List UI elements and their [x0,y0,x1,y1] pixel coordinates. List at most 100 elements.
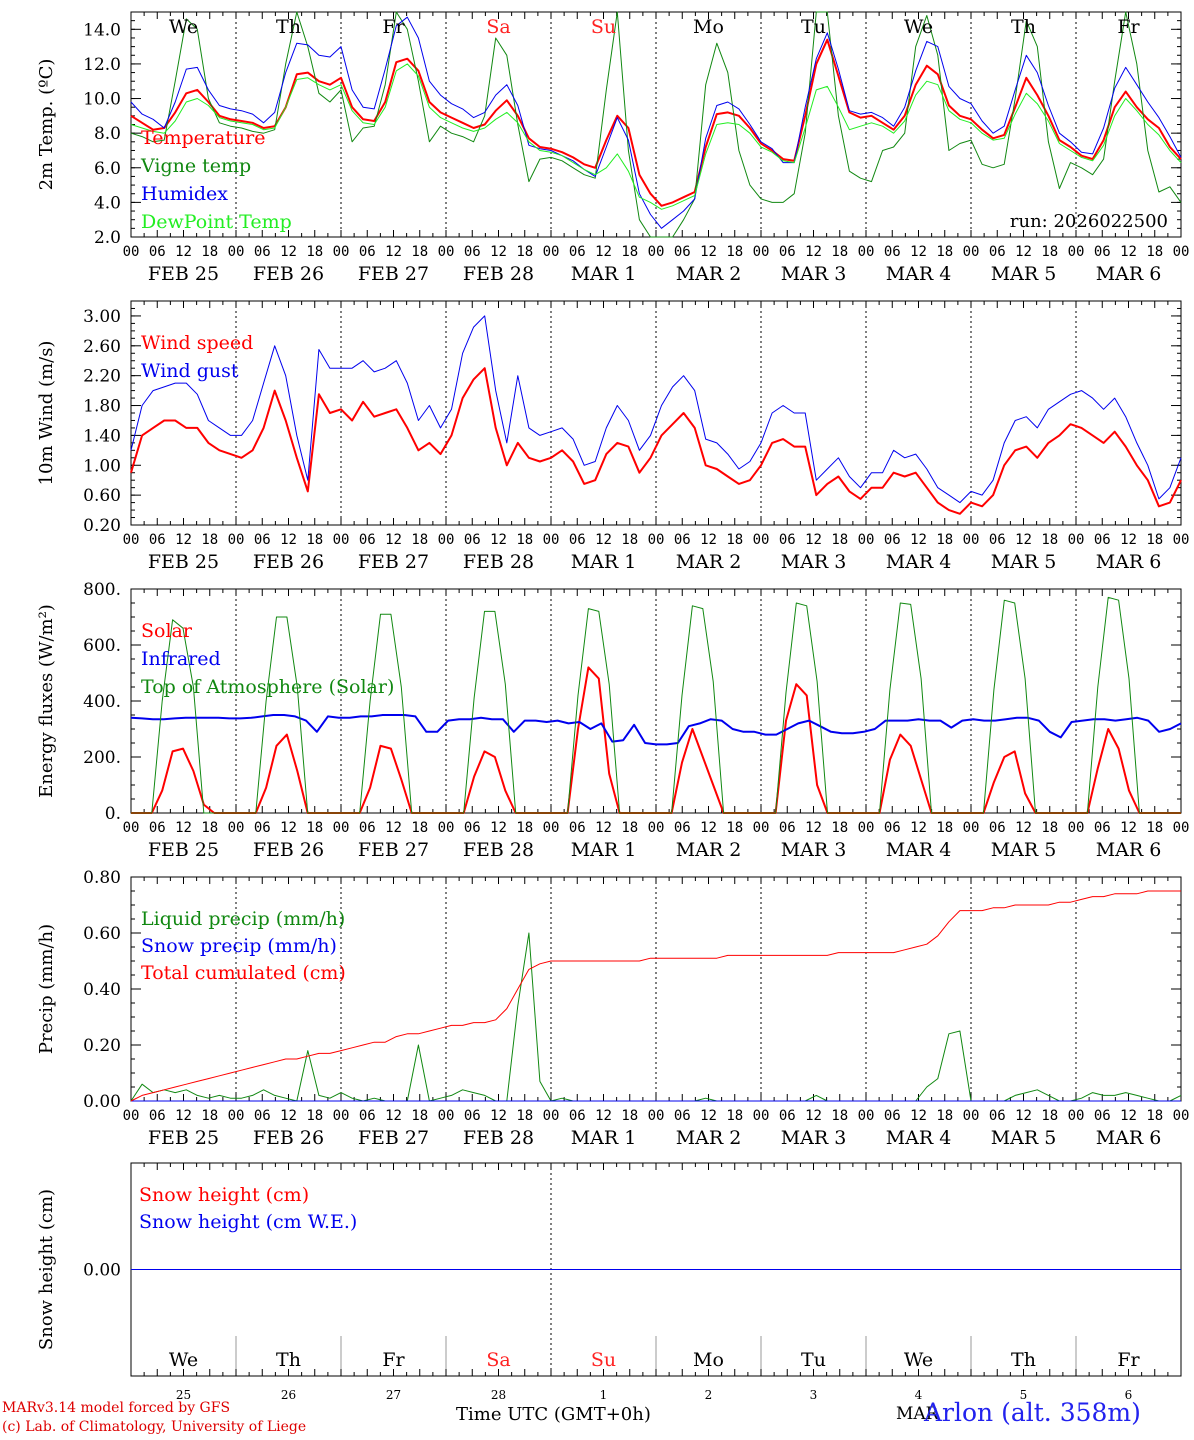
hour-label: 18 [936,244,953,260]
hour-label: 12 [595,244,612,260]
date-label: FEB 28 [463,263,534,285]
series-line-wind-speed [130,367,1182,515]
hour-label: 06 [569,244,586,260]
hour-label: 06 [989,820,1006,836]
hour-label: 00 [1173,244,1190,260]
hour-label: 06 [569,1108,586,1124]
series-line-wind-gust [130,315,1182,504]
hour-label: 06 [569,820,586,836]
hour-label: 12 [1120,244,1137,260]
weekday-label: We [169,16,198,38]
hour-label: 12 [910,532,927,548]
date-label: MAR 3 [781,263,847,285]
hour-label: 06 [464,244,481,260]
day-number-label: 2 [705,1388,713,1402]
y-tick-label: 6.0 [94,159,121,179]
hour-label: 00 [963,820,980,836]
hour-label: 06 [149,1108,166,1124]
hour-label: 18 [621,532,638,548]
hour-label: 06 [359,532,376,548]
y-axis-label: 2m Temp. (ºC) [36,59,57,191]
weekday-label: Sa [486,1349,510,1371]
date-label: MAR 6 [1096,551,1162,573]
hour-label: 00 [438,1108,455,1124]
panel-3: 0. 200. 400. 600. 800. Energy fluxes (W/m²) So… [36,580,1189,861]
hour-label: 12 [385,244,402,260]
y-tick-label: 14.0 [83,20,121,40]
hour-label: 18 [831,244,848,260]
hour-label: 00 [858,244,875,260]
hour-label: 12 [700,820,717,836]
hour-label: 00 [753,820,770,836]
hour-label: 00 [123,820,140,836]
hour-label: 00 [438,820,455,836]
hour-label: 00 [1068,1108,1085,1124]
hour-label: 06 [884,1108,901,1124]
hour-label: 06 [149,532,166,548]
date-label: MAR 1 [571,839,637,861]
hour-label: 12 [175,820,192,836]
y-tick-label: 0.40 [83,980,121,1000]
hour-label: 18 [726,1108,743,1124]
hour-label: 06 [1094,820,1111,836]
legend-entry: Solar [141,620,193,642]
hour-label: 00 [333,820,350,836]
hour-label: 12 [700,532,717,548]
hour-label: 00 [123,532,140,548]
hour-label: 00 [123,244,140,260]
hour-label: 18 [201,1108,218,1124]
hour-label: 12 [805,244,822,260]
date-label: MAR 5 [991,263,1057,285]
series-line-dewpoint-temp [130,63,1182,210]
hour-label: 06 [674,820,691,836]
hour-label: 06 [779,532,796,548]
hour-label: 06 [884,244,901,260]
hour-label: 12 [175,532,192,548]
hour-label: 00 [228,532,245,548]
hour-label: 06 [359,1108,376,1124]
date-label: MAR 5 [991,839,1057,861]
date-label: MAR 2 [676,839,742,861]
hour-label: 00 [438,532,455,548]
hour-label: 06 [989,244,1006,260]
hour-label: 06 [464,1108,481,1124]
y-tick-label: 200. [83,748,121,768]
date-label: FEB 27 [358,839,429,861]
hour-label: 18 [1146,1108,1163,1124]
weekday-label: Sa [486,16,510,38]
hour-label: 00 [858,1108,875,1124]
weekday-label: We [904,1349,933,1371]
y-tick-label: 0.20 [83,516,121,536]
hour-label: 18 [1041,1108,1058,1124]
hour-label: 18 [1146,244,1163,260]
hour-label: 00 [1068,532,1085,548]
hour-label: 12 [1120,532,1137,548]
hour-label: 18 [516,820,533,836]
y-tick-label: 0.60 [83,486,121,506]
legend-entry: Liquid precip (mm/h) [141,908,345,930]
hour-label: 18 [201,820,218,836]
hour-label: 06 [464,820,481,836]
date-label: MAR 5 [991,1127,1057,1149]
y-tick-label: 0.20 [83,1036,121,1056]
y-tick-label: 3.00 [83,307,121,327]
y-axis-label: Precip (mm/h) [36,924,57,1054]
date-label: FEB 25 [148,263,219,285]
hour-label: 12 [385,820,402,836]
date-label: FEB 25 [148,839,219,861]
hour-label: 18 [1041,244,1058,260]
date-label: FEB 26 [253,551,324,573]
weekday-label: Fr [382,1349,405,1371]
run-label: run: 2026022500 [1010,211,1168,232]
hour-label: 18 [306,820,323,836]
y-axis-label: Snow height (cm) [36,1189,57,1350]
hour-label: 18 [831,820,848,836]
hour-label: 06 [884,532,901,548]
day-number-label: 25 [176,1388,191,1402]
hour-label: 12 [1015,1108,1032,1124]
series-line-total-cumulated-cm- [130,890,1181,1102]
hour-label: 00 [1173,532,1190,548]
date-label: FEB 27 [358,1127,429,1149]
legend-entry: Total cumulated (cm) [141,962,346,984]
hour-label: 12 [1015,820,1032,836]
